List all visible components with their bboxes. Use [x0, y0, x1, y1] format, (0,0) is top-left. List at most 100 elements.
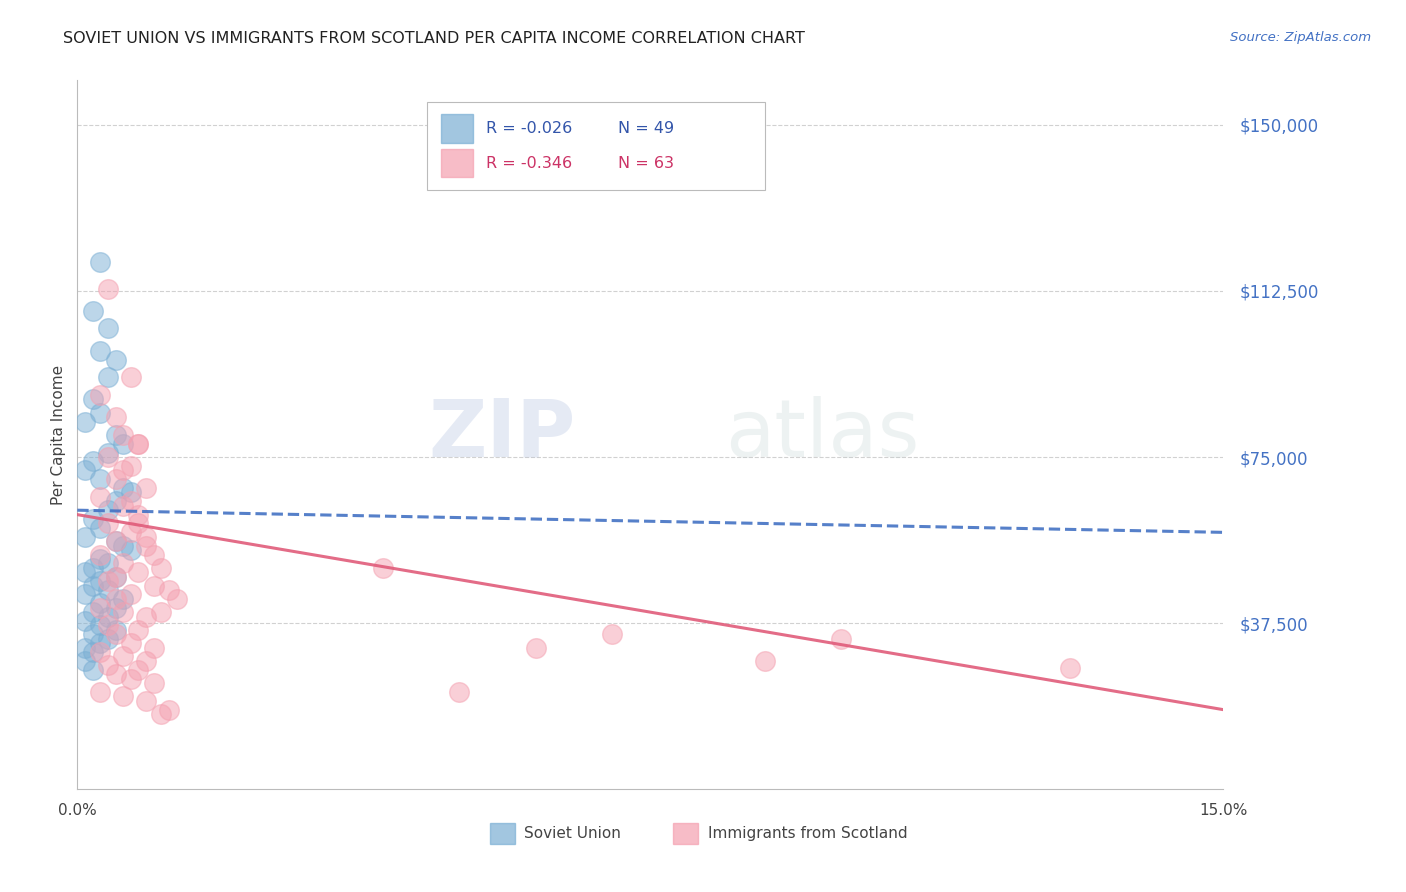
Point [104, 570, 127, 584]
Text: atlas: atlas [724, 396, 920, 474]
Point [135, 481, 157, 495]
Point [524, 640, 547, 655]
Point [112, 539, 135, 553]
Point [97, 282, 120, 296]
Point [142, 676, 165, 690]
Point [89, 490, 111, 504]
Point [120, 525, 142, 540]
Text: SOVIET UNION VS IMMIGRANTS FROM SCOTLAND PER CAPITA INCOME CORRELATION CHART: SOVIET UNION VS IMMIGRANTS FROM SCOTLAND… [63, 31, 806, 46]
Point [120, 370, 142, 384]
Point [89, 472, 111, 486]
Point [142, 640, 165, 655]
Point [89, 596, 111, 610]
Point [112, 591, 135, 606]
Point [89, 548, 111, 562]
Point [127, 566, 149, 580]
Point [120, 494, 142, 508]
Point [135, 694, 157, 708]
Point [82, 303, 104, 318]
Point [82, 663, 104, 677]
Point [73, 415, 96, 429]
Point [112, 481, 135, 495]
Point [97, 445, 120, 459]
Point [150, 707, 173, 722]
FancyBboxPatch shape [440, 149, 472, 178]
Point [97, 658, 120, 673]
Point [449, 685, 471, 699]
Point [127, 508, 149, 522]
Point [112, 557, 135, 571]
Point [97, 609, 120, 624]
Point [112, 690, 135, 704]
Point [104, 352, 127, 367]
Point [112, 436, 135, 450]
Point [600, 627, 623, 641]
Point [73, 640, 96, 655]
FancyBboxPatch shape [427, 102, 765, 190]
Point [82, 392, 104, 407]
Point [1059, 660, 1081, 674]
Point [82, 627, 104, 641]
Point [127, 663, 149, 677]
Point [135, 609, 157, 624]
Point [97, 370, 120, 384]
Point [127, 623, 149, 637]
FancyBboxPatch shape [440, 114, 472, 143]
Point [82, 454, 104, 468]
Point [73, 654, 96, 668]
Text: N = 63: N = 63 [619, 156, 675, 170]
Point [97, 450, 120, 464]
Y-axis label: Per Capita Income: Per Capita Income [51, 365, 66, 505]
Point [112, 427, 135, 442]
Point [104, 427, 127, 442]
Point [89, 388, 111, 402]
Point [120, 636, 142, 650]
Point [97, 516, 120, 531]
Point [73, 463, 96, 477]
Point [89, 343, 111, 358]
Point [142, 548, 165, 562]
Point [73, 566, 96, 580]
Point [120, 672, 142, 686]
Point [120, 543, 142, 558]
Point [89, 618, 111, 632]
Point [104, 623, 127, 637]
FancyBboxPatch shape [673, 822, 699, 844]
Point [104, 534, 127, 549]
Point [120, 587, 142, 601]
Point [97, 574, 120, 588]
Point [97, 321, 120, 335]
Point [830, 632, 852, 646]
Point [104, 494, 127, 508]
Point [82, 605, 104, 619]
Point [104, 534, 127, 549]
Point [166, 591, 188, 606]
Point [157, 582, 180, 597]
Point [97, 618, 120, 632]
Text: Source: ZipAtlas.com: Source: ZipAtlas.com [1230, 31, 1371, 45]
Point [371, 561, 394, 575]
Point [89, 636, 111, 650]
Point [104, 472, 127, 486]
Text: ZIP: ZIP [429, 396, 576, 474]
Point [112, 649, 135, 664]
Point [89, 600, 111, 615]
Point [89, 521, 111, 535]
Point [104, 410, 127, 425]
Point [150, 561, 173, 575]
Point [82, 512, 104, 526]
Point [82, 578, 104, 592]
Point [754, 654, 776, 668]
Point [97, 582, 120, 597]
Point [97, 557, 120, 571]
Point [120, 485, 142, 500]
Point [135, 654, 157, 668]
Point [89, 255, 111, 269]
Point [89, 685, 111, 699]
Point [112, 499, 135, 513]
Point [127, 516, 149, 531]
Point [142, 578, 165, 592]
Point [104, 591, 127, 606]
Point [104, 627, 127, 641]
Point [157, 703, 180, 717]
